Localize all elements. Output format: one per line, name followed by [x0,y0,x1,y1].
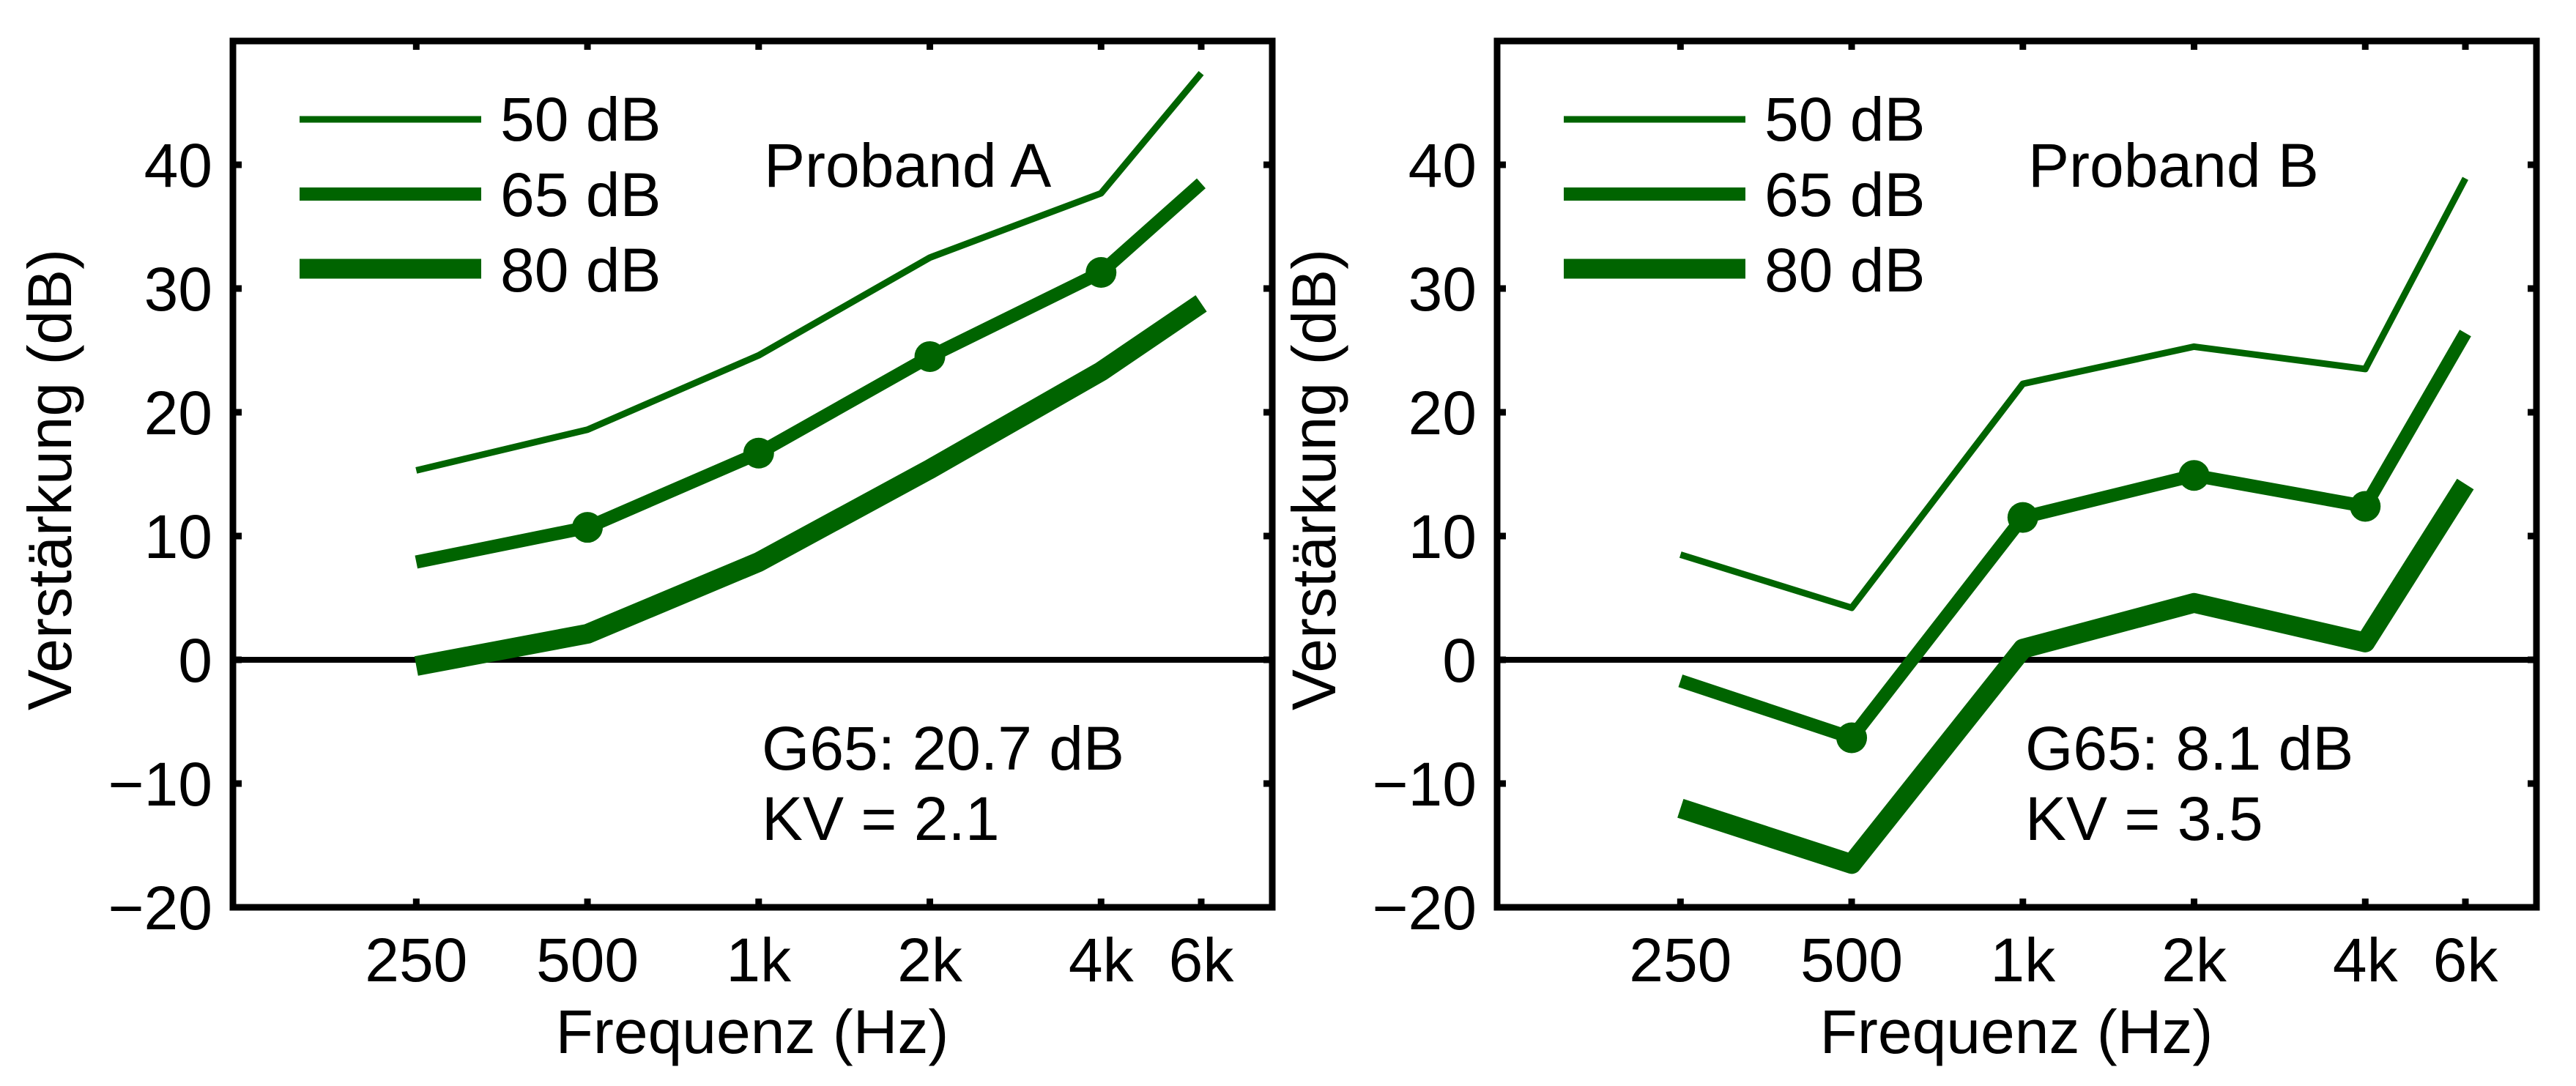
legend: 50 dB 65 dB 80 dB [1564,85,1926,305]
axes: 250 500 1k 2k 4k 6k −20 −10 0 10 20 30 40 [108,37,1276,994]
x-tick-label: 2k [897,926,963,994]
panel-proband-b: 250 500 1k 2k 4k 6k −20 −10 0 10 20 30 40 50 dB 65 d… [1280,37,2540,1066]
x-tick-label: 250 [365,926,467,994]
x-tick-label: 500 [1800,926,1903,994]
series-line-80db [1677,478,2474,874]
legend-label-65db: 65 dB [1764,160,1926,229]
g65-annotation: G65: 8.1 dB [2025,714,2353,783]
x-tick-label: 6k [1169,926,1235,994]
y-tick-label: −20 [1373,874,1477,942]
x-tick-label: 500 [536,926,639,994]
x-tick-label: 2k [2161,926,2227,994]
axes: 250 500 1k 2k 4k 6k −20 −10 0 10 20 30 40 [1373,37,2540,994]
data-marker-65db [1085,257,1117,289]
data-marker-65db [2350,491,2381,522]
series-lines [1497,176,2536,874]
x-axis-label: Frequenz (Hz) [1820,997,2213,1066]
axes-box [229,37,1276,911]
legend: 50 dB 65 dB 80 dB [300,85,661,305]
series-line-50db [415,71,1204,474]
data-marker-65db [2178,460,2210,491]
data-marker-65db [2007,502,2038,533]
y-tick-label: −10 [1373,750,1477,819]
axes-box [1493,37,2540,911]
legend-label-50db: 50 dB [1764,85,1926,154]
y-tick-label: 40 [1408,131,1477,200]
y-tick-label: 10 [1408,502,1477,571]
panel-proband-a: 250 500 1k 2k 4k 6k −20 −10 0 10 20 30 40 50 dB 65 d… [15,37,1276,1066]
panel-title: Proband A [764,131,1051,200]
y-tick-label: 30 [144,255,212,324]
x-tick-label: 6k [2433,926,2499,994]
y-tick-label: 0 [1442,626,1477,695]
series-line-50db [1679,176,2468,611]
series-lines [233,71,1272,676]
y-tick-label: 30 [1408,255,1477,324]
data-marker-65db [572,512,604,543]
data-marker-65db [914,341,946,372]
y-tick-label: 20 [1408,379,1477,447]
x-tick-label: 1k [726,926,792,994]
x-tick-label: 4k [2333,926,2399,994]
legend-label-65db: 65 dB [500,160,661,229]
panel-title: Proband B [2028,131,2319,200]
series-line-65db [415,178,1206,569]
data-marker-65db [743,437,774,469]
y-tick-label: −10 [108,750,213,819]
g65-annotation: G65: 20.7 dB [762,714,1124,783]
kv-annotation: KV = 3.5 [2025,784,2263,853]
x-tick-label: 250 [1629,926,1731,994]
y-tick-label: 10 [144,502,212,571]
y-axis-label: Verstärkung (dB) [1280,249,1348,710]
x-axis-label: Frequenz (Hz) [556,997,949,1066]
x-tick-label: 4k [1069,926,1135,994]
y-tick-label: 0 [178,626,212,695]
legend-label-50db: 50 dB [500,85,661,154]
legend-label-80db: 80 dB [1764,236,1926,305]
legend-label-80db: 80 dB [500,236,661,305]
data-marker-65db [1836,722,1868,754]
y-tick-label: −20 [108,874,213,942]
y-tick-label: 40 [144,131,212,200]
kv-annotation: KV = 2.1 [762,784,1000,853]
x-tick-label: 1k [1990,926,2056,994]
y-tick-label: 20 [144,379,212,447]
y-axis-label: Verstärkung (dB) [15,249,84,710]
series-line-80db [414,295,1207,676]
series-line-65db [1678,330,2471,745]
